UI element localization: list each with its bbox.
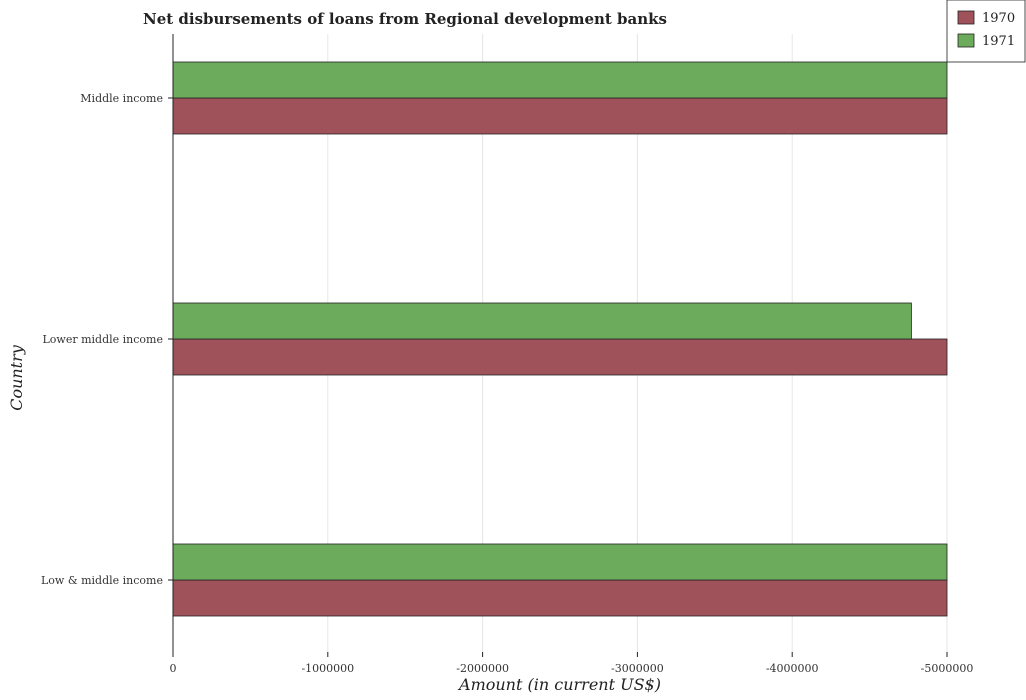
bars: [172, 61, 948, 617]
y-tick-label: Lower middle income: [43, 333, 164, 346]
bar-1970-0: [172, 579, 948, 617]
bar-1971-1: [172, 302, 912, 340]
bar-1970-1: [172, 338, 948, 376]
legend-box: [946, 0, 1026, 63]
y-tick-label: Middle income: [80, 92, 163, 105]
y-ticks: Low & middle income Lower middle income Mi…: [41, 92, 173, 587]
bar-1971-0: [172, 543, 948, 581]
x-ticks: 0 -1000000 -2000000 -3000000 -4000000 -500000…: [170, 652, 974, 675]
legend: 1970 1971: [946, 0, 1026, 63]
y-tick-label: Low & middle income: [41, 574, 163, 587]
chart-title: Net disbursements of loans from Regional…: [143, 10, 667, 28]
legend-label-1971: 1971: [982, 34, 1015, 49]
x-axis-label: Amount (in current US$): [457, 675, 661, 694]
legend-label-1970: 1970: [982, 11, 1015, 26]
legend-swatch-1971: [957, 33, 975, 48]
x-tick-label: -3000000: [611, 662, 664, 675]
x-tick-label: 0: [170, 662, 177, 675]
bar-1971-2: [172, 61, 948, 99]
legend-swatch-1970: [957, 10, 975, 25]
x-tick-label: -5000000: [921, 662, 974, 675]
y-axis-label: Country: [7, 344, 26, 411]
x-tick-label: -1000000: [301, 662, 354, 675]
x-tick-label: -4000000: [766, 662, 819, 675]
bar-1970-2: [172, 97, 948, 135]
x-tick-label: -2000000: [456, 662, 509, 675]
